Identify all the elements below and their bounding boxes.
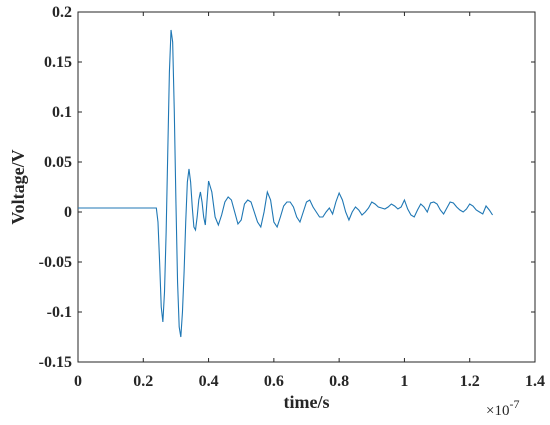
y-tick-label: -0.15 [39, 354, 72, 371]
y-axis-label: Voltage/V [8, 149, 28, 224]
x-axis-ticks: 0 0.2 0.4 0.6 0.8 1 1.2 1.4 [74, 12, 545, 390]
x-tick-label: 1 [400, 373, 408, 390]
x-multiplier-exponent: -7 [509, 397, 519, 411]
x-tick-label: 0 [74, 373, 82, 390]
y-axis-ticks: -0.15 -0.1 -0.05 0 0.05 0.1 0.15 0.2 [39, 4, 535, 371]
x-axis-multiplier: ×10-7 [486, 397, 519, 419]
y-tick-label: 0.2 [52, 4, 72, 21]
x-multiplier-base: ×10 [486, 403, 509, 419]
x-tick-label: 1.2 [460, 373, 480, 390]
y-tick-label: -0.1 [47, 304, 72, 321]
x-tick-label: 0.8 [329, 373, 349, 390]
plot-area [77, 11, 536, 363]
y-tick-label: 0.05 [44, 154, 72, 171]
y-tick-label: -0.05 [39, 254, 72, 271]
y-tick-label: 0 [64, 204, 72, 221]
x-tick-label: 0.4 [199, 373, 219, 390]
series-line [78, 29, 494, 338]
y-tick-label: 0.15 [44, 54, 72, 71]
x-tick-label: 0.2 [133, 373, 153, 390]
y-tick-label: 0.1 [52, 104, 72, 121]
x-tick-label: 1.4 [525, 373, 545, 390]
x-axis-label: time/s [284, 392, 330, 412]
x-tick-label: 0.6 [264, 373, 284, 390]
